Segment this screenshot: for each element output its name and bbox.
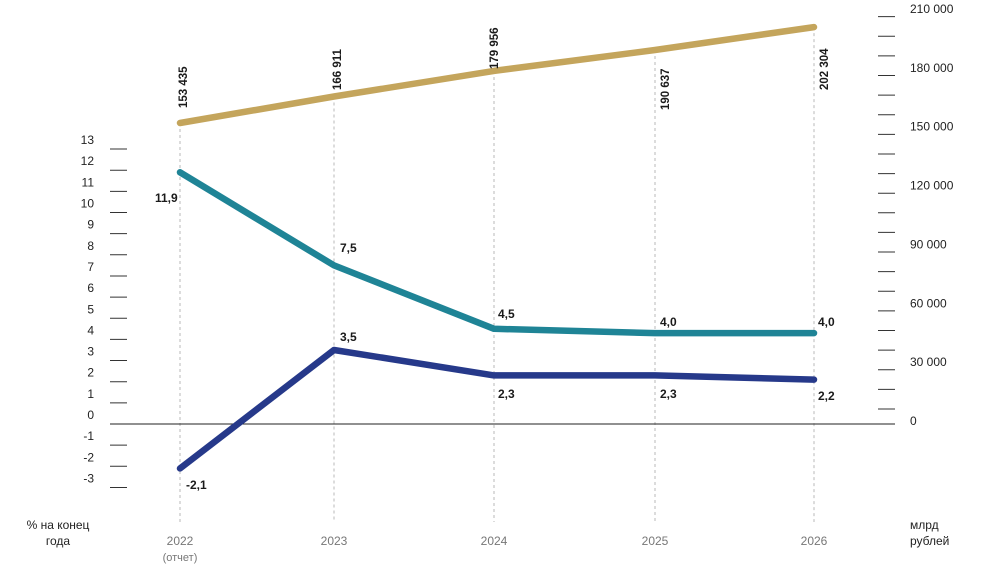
left-axis-tick-label: 2 xyxy=(87,366,94,380)
x-axis-label: 2022 xyxy=(167,534,194,548)
data-label-series-3: 3,5 xyxy=(340,330,357,344)
right-axis-tick-label: 150 000 xyxy=(910,120,954,134)
left-axis-tick-label: 12 xyxy=(81,154,95,168)
data-label-series-1: 166 911 xyxy=(332,48,344,90)
x-axis-label: 2026 xyxy=(801,534,828,548)
left-axis-tick-label: 9 xyxy=(87,218,94,232)
data-label-series-1: 190 637 xyxy=(660,68,672,110)
left-axis-tick-label: 8 xyxy=(87,239,94,253)
series-line-1 xyxy=(176,23,818,127)
left-axis-tick-label: 3 xyxy=(87,345,94,359)
data-label-series-3: 2,2 xyxy=(818,389,835,403)
right-axis-tick-label: 210 000 xyxy=(910,2,954,16)
right-axis-tick-label: 120 000 xyxy=(910,179,954,193)
x-axis-label: 2024 xyxy=(481,534,508,548)
right-axis-title-line1: млрд xyxy=(910,518,939,532)
x-axis-sublabel: (отчет) xyxy=(163,552,198,564)
data-label-series-3: 2,3 xyxy=(498,387,515,401)
left-axis-tick-label: 13 xyxy=(81,133,95,147)
data-label-series-2: 4,0 xyxy=(660,315,677,329)
left-axis-tick-label: 1 xyxy=(87,387,94,401)
right-axis-tick-label: 0 xyxy=(910,414,917,428)
data-label-series-1: 153 435 xyxy=(178,66,190,108)
left-axis-tick-label: -3 xyxy=(83,471,94,485)
left-axis-tick-label: 11 xyxy=(82,175,95,189)
left-axis-tick-label: 5 xyxy=(87,302,94,316)
data-label-series-2: 7,5 xyxy=(340,241,357,255)
series-line-2 xyxy=(176,169,818,337)
data-label-series-2: 4,0 xyxy=(818,315,835,329)
data-label-series-2: 4,5 xyxy=(498,307,515,321)
right-axis-title-line2: рублей xyxy=(910,534,949,548)
left-axis-title-line2: года xyxy=(46,534,71,548)
x-axis-label: 2025 xyxy=(642,534,669,548)
left-axis-tick-label: -2 xyxy=(83,450,94,464)
data-label-series-2: 11,9 xyxy=(155,191,178,205)
left-axis-tick-label: -1 xyxy=(83,429,94,443)
data-label-series-1: 179 956 xyxy=(489,27,501,69)
x-axis-label: 2023 xyxy=(321,534,348,548)
series-line-3 xyxy=(176,346,818,472)
left-axis-tick-label: 6 xyxy=(87,281,94,295)
left-axis-tick-label: 0 xyxy=(87,408,94,422)
left-axis-tick-label: 10 xyxy=(81,197,95,211)
right-axis-tick-label: 30 000 xyxy=(910,355,947,369)
left-axis-title-line1: % на конец xyxy=(27,518,90,532)
right-axis-tick-label: 90 000 xyxy=(910,237,947,251)
left-axis-tick-label: 7 xyxy=(87,260,94,274)
right-axis-tick-label: 180 000 xyxy=(910,61,954,75)
data-label-series-3: -2,1 xyxy=(186,478,207,492)
data-label-series-3: 2,3 xyxy=(660,387,677,401)
data-label-series-1: 202 304 xyxy=(819,48,831,90)
left-axis-tick-label: 4 xyxy=(87,323,94,337)
right-axis-tick-label: 60 000 xyxy=(910,296,947,310)
